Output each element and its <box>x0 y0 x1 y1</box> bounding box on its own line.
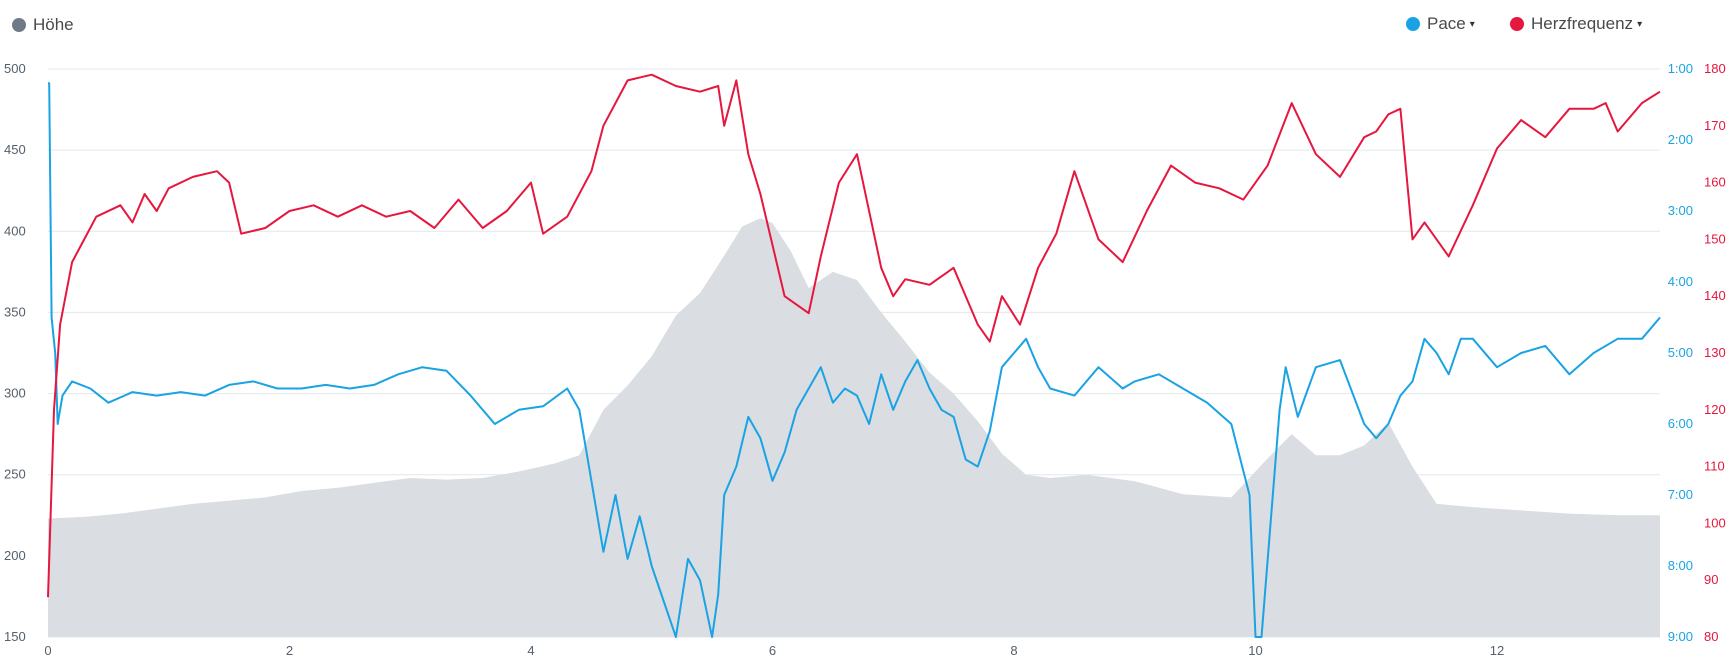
pace-tick-label: 4:00 <box>1668 274 1693 289</box>
elevation-tick-label: 450 <box>4 142 26 157</box>
hr-tick-label: 100 <box>1704 515 1726 530</box>
elevation-area <box>48 218 1660 637</box>
hr-tick-label: 140 <box>1704 288 1726 303</box>
hr-tick-label: 110 <box>1704 459 1725 474</box>
hr-line <box>47 73 1661 598</box>
pace-tick-label: 6:00 <box>1668 416 1693 431</box>
elevation-axis-ticks: 500 450 400 350 300 250 200 150 <box>4 61 26 644</box>
legend-hr-label: Herzfrequenz <box>1531 14 1634 33</box>
x-tick-label: 0 <box>44 643 51 658</box>
x-tick-label: 2 <box>286 643 293 658</box>
pace-tick-label: 1:00 <box>1668 61 1693 76</box>
legend-elevation[interactable]: Höhe <box>12 15 74 35</box>
elevation-tick-label: 500 <box>4 61 26 76</box>
hr-tick-label: 160 <box>1704 175 1726 190</box>
hr-tick-label: 150 <box>1704 231 1726 246</box>
legend-pace[interactable]: Pace ▾ <box>1406 14 1475 34</box>
hr-tick-label: 120 <box>1704 402 1726 417</box>
x-axis-ticks: 0 2 4 6 8 10 12 <box>44 643 1504 658</box>
pace-tick-label: 5:00 <box>1668 345 1693 360</box>
elevation-dot-icon <box>12 18 26 32</box>
x-tick-label: 6 <box>769 643 776 658</box>
x-tick-label: 8 <box>1010 643 1017 658</box>
pace-dropdown-caret-icon[interactable]: ▾ <box>1469 18 1475 30</box>
legend-elevation-label: Höhe <box>33 15 74 34</box>
x-tick-label: 12 <box>1490 643 1504 658</box>
elevation-tick-label: 350 <box>4 304 26 319</box>
elevation-tick-label: 200 <box>4 548 26 563</box>
hr-axis-ticks: 180 170 160 150 140 130 120 110 100 90 80 <box>1704 61 1726 644</box>
x-tick-label: 4 <box>527 643 534 658</box>
pace-tick-label: 2:00 <box>1668 132 1693 147</box>
x-tick-label: 10 <box>1248 643 1262 658</box>
hr-tick-label: 130 <box>1704 345 1726 360</box>
hr-dot-icon <box>1510 17 1524 31</box>
pace-tick-label: 3:00 <box>1668 203 1693 218</box>
elevation-tick-label: 300 <box>4 386 26 401</box>
pace-axis-ticks: 1:00 2:00 3:00 4:00 5:00 6:00 7:00 8:00 9:00 <box>1668 61 1693 644</box>
pace-tick-label: 9:00 <box>1668 629 1693 644</box>
hr-tick-label: 90 <box>1704 572 1718 587</box>
elevation-tick-label: 150 <box>4 629 26 644</box>
legend-hr[interactable]: Herzfrequenz ▾ <box>1510 14 1642 34</box>
pace-dot-icon <box>1406 17 1420 31</box>
elevation-tick-label: 250 <box>4 467 26 482</box>
hr-tick-label: 180 <box>1704 61 1726 76</box>
pace-tick-label: 8:00 <box>1668 558 1693 573</box>
pace-line <box>48 82 1661 638</box>
hr-tick-label: 170 <box>1704 118 1726 133</box>
hr-dropdown-caret-icon[interactable]: ▾ <box>1637 18 1643 30</box>
pace-tick-label: 7:00 <box>1668 487 1693 502</box>
legend-pace-label: Pace <box>1427 14 1466 33</box>
hr-tick-label: 80 <box>1704 629 1718 644</box>
elevation-tick-label: 400 <box>4 223 26 238</box>
